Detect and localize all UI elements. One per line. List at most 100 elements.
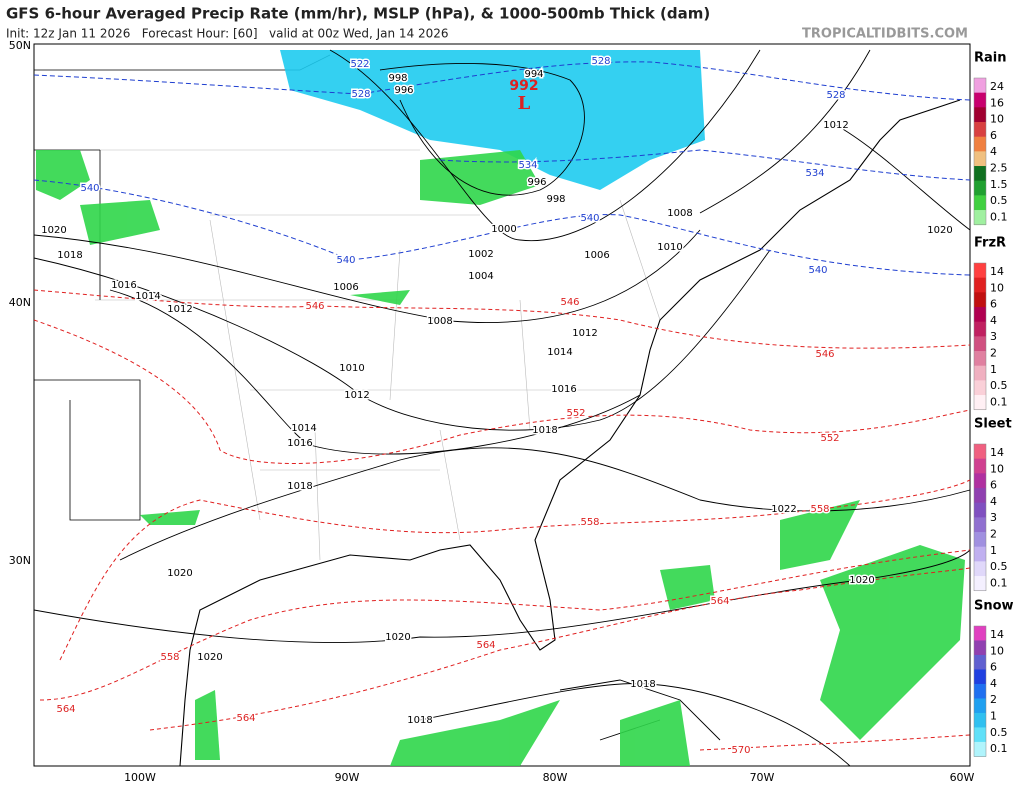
- isobar-label: 1002: [468, 249, 493, 260]
- legend-label: 0.1: [990, 742, 1008, 755]
- thickness-label: 558: [580, 517, 599, 528]
- thickness-label: 534: [805, 168, 824, 179]
- legend-label: 1: [990, 363, 997, 376]
- legend-label: 6: [990, 479, 997, 492]
- legend-label: 10: [990, 462, 1004, 475]
- legend-swatch: [974, 307, 986, 323]
- isobar-label: 1020: [385, 632, 410, 643]
- isobar-label: 1000: [491, 224, 516, 235]
- legend-swatch: [974, 136, 986, 152]
- legend-label: 4: [990, 314, 997, 327]
- isobar-label: 1014: [547, 347, 572, 358]
- legend-swatch: [974, 365, 986, 381]
- legend-label: 1: [990, 710, 997, 723]
- isobar-label: 1006: [333, 282, 358, 293]
- county-lines: [95, 149, 661, 561]
- isobar-label: 996: [394, 85, 413, 96]
- isobar-label: 1018: [407, 715, 432, 726]
- isobar-label: 1008: [427, 316, 452, 327]
- legend-label: 6: [990, 661, 997, 674]
- isobars: [33, 49, 971, 767]
- thickness-label: 540: [808, 265, 827, 276]
- legend-label: 4: [990, 495, 997, 508]
- low-symbol: L: [518, 93, 531, 114]
- legend-label: 0.1: [990, 576, 1008, 589]
- low-pressure: 992: [509, 78, 538, 94]
- legend-swatch: [974, 195, 986, 211]
- legend-label: 0.5: [990, 726, 1008, 739]
- isobar-label: 1004: [468, 271, 493, 282]
- isobar-label: 1018: [287, 481, 312, 492]
- isobar-label: 1018: [57, 250, 82, 261]
- legend-label: 10: [990, 644, 1004, 657]
- legend-swatch: [974, 698, 986, 714]
- legend-label: 24: [990, 80, 1004, 93]
- legend-swatch: [974, 517, 986, 533]
- legend-swatch: [974, 741, 986, 757]
- thickness-label: 546: [815, 349, 834, 360]
- lon-tick-label: 90W: [335, 771, 360, 784]
- legend-title: Sleet: [974, 417, 1012, 432]
- legend-swatch: [974, 473, 986, 489]
- thickness-label: 564: [56, 704, 75, 715]
- lon-tick-label: 60W: [950, 771, 975, 784]
- isobar-label: 1020: [41, 225, 66, 236]
- legend-swatch: [974, 546, 986, 562]
- isobar-label: 1012: [167, 304, 192, 315]
- isobar-label: 1020: [197, 652, 222, 663]
- legend-label: 16: [990, 96, 1004, 109]
- legend-swatch: [974, 444, 986, 460]
- legend-bar-frame: [973, 443, 987, 591]
- isobar-label: 1012: [572, 328, 597, 339]
- thickness-label: 552: [820, 433, 839, 444]
- legend-swatch: [974, 107, 986, 123]
- map: [33, 43, 971, 767]
- isobar-label: 994: [524, 69, 543, 80]
- legend-swatch: [974, 292, 986, 308]
- legend-swatch: [974, 669, 986, 685]
- isobar-label: 1014: [291, 423, 316, 434]
- legend-swatch: [974, 683, 986, 699]
- isobar-label: 1010: [339, 363, 364, 374]
- legend-swatch: [974, 210, 986, 226]
- thickness-label: 546: [305, 301, 324, 312]
- rain-areas: [36, 150, 965, 766]
- legend-swatch: [974, 576, 986, 592]
- legend-label: 6: [990, 298, 997, 311]
- thickness-label: 558: [160, 652, 179, 663]
- legend-swatch: [974, 488, 986, 504]
- thickness-label: 540: [580, 213, 599, 224]
- legend-bar-frame: [973, 262, 987, 410]
- legend-swatch: [974, 502, 986, 518]
- isobar-label: 998: [388, 73, 407, 84]
- thickness-label: 534: [518, 160, 537, 171]
- legend-swatch: [974, 78, 986, 94]
- legend-label: 14: [990, 446, 1004, 459]
- legend-swatch: [974, 151, 986, 167]
- thickness-label: 570: [731, 745, 750, 756]
- legend-label: 10: [990, 113, 1004, 126]
- isobar-label: 1020: [927, 225, 952, 236]
- legend-swatch: [974, 166, 986, 182]
- legend-swatch: [974, 351, 986, 367]
- legend-label: 2: [990, 693, 997, 706]
- legend-label: 2: [990, 528, 997, 541]
- legend-label: 3: [990, 330, 997, 343]
- legend-bar-frame: [973, 77, 987, 225]
- legend-title: Rain: [974, 51, 1007, 66]
- thickness-label: 564: [236, 713, 255, 724]
- legend-swatch: [974, 180, 986, 196]
- legend-swatch: [974, 640, 986, 656]
- legend-label: 14: [990, 265, 1004, 278]
- isobar-label: 1010: [657, 242, 682, 253]
- thickness-label: 558: [810, 504, 829, 515]
- thickness-label: 522: [350, 59, 369, 70]
- lon-tick-label: 100W: [124, 771, 156, 784]
- isobar-label: 1018: [532, 425, 557, 436]
- legend-swatch: [974, 458, 986, 474]
- legend-title: FrzR: [974, 236, 1006, 251]
- legend-label: 14: [990, 628, 1004, 641]
- isobar-label: 1012: [344, 390, 369, 401]
- lon-tick-label: 70W: [750, 771, 775, 784]
- lat-tick-label: 50N: [9, 39, 31, 52]
